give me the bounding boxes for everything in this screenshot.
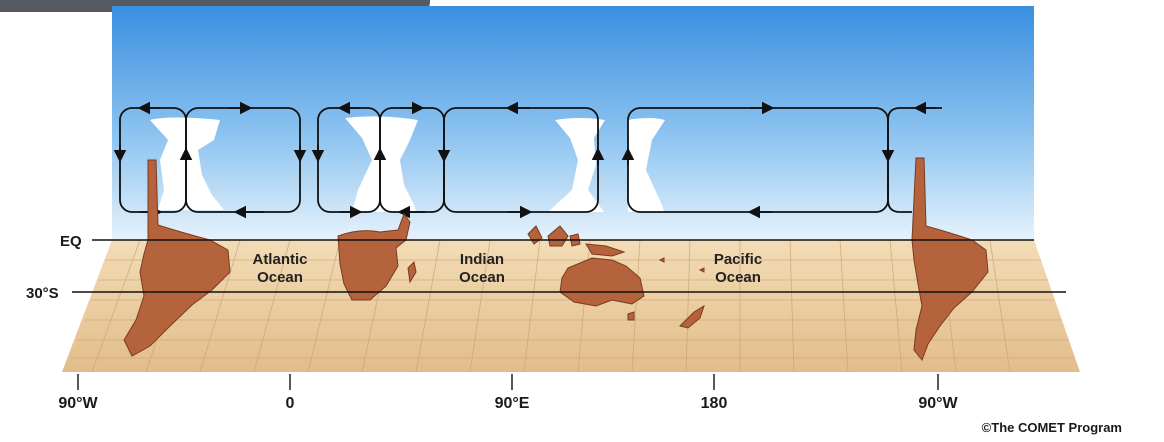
circulation-arrows <box>113 101 936 219</box>
cloud-maritime-continent <box>548 118 605 212</box>
cloud-pacific-west <box>628 118 665 212</box>
cloud-south-america <box>150 117 224 210</box>
lat-30s-label: 30°S <box>26 285 59 302</box>
longitude-label-90e: 90°E <box>495 395 530 412</box>
atlantic-label-line1: Atlantic <box>252 251 307 268</box>
atlantic-label-line2: Ocean <box>257 269 303 286</box>
madagascar <box>407 260 417 284</box>
indian-label-line1: Indian <box>460 251 504 268</box>
pacific-label-line1: Pacific <box>714 251 762 268</box>
new-zealand <box>679 304 705 329</box>
longitude-ticks <box>77 374 939 390</box>
south-america-east <box>911 157 989 361</box>
south-america-west <box>123 159 231 357</box>
maritime-continent <box>527 225 626 257</box>
map-ground <box>62 240 1080 372</box>
pacific-label-line2: Ocean <box>715 269 761 286</box>
longitude-label-0: 0 <box>286 395 295 412</box>
longitude-label-90w-right: 90°W <box>918 395 958 412</box>
africa <box>337 212 411 301</box>
tasmania <box>627 311 635 321</box>
land-masses <box>123 157 989 361</box>
pacific-islands <box>658 257 705 273</box>
longitude-label-180: 180 <box>701 395 728 412</box>
cloud-africa <box>345 116 418 212</box>
longitude-label-90w: 90°W <box>58 395 98 412</box>
equator-label: EQ <box>60 233 82 250</box>
convection-clouds <box>150 116 665 212</box>
credit-text: ©The COMET Program <box>982 420 1122 435</box>
indian-label-line2: Ocean <box>459 269 505 286</box>
